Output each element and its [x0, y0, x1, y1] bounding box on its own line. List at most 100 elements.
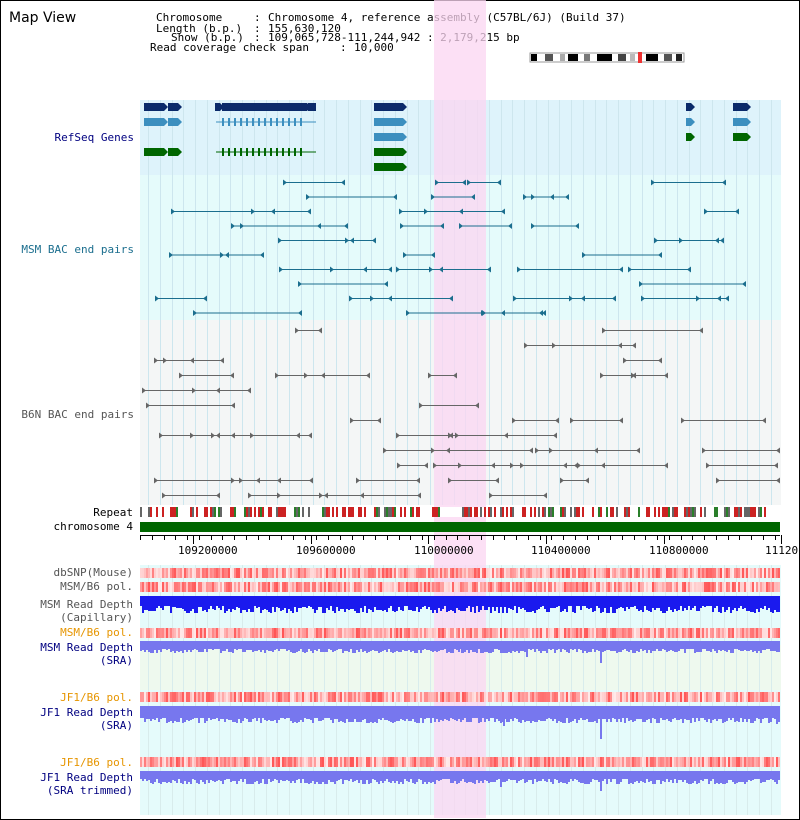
track-label-msm-bac[interactable]: MSM BAC end pairs	[21, 243, 134, 256]
repeat-segment	[510, 507, 512, 517]
msm-b6-pol-sra-cell	[576, 628, 578, 638]
msm-sra-depth-bar	[514, 641, 516, 652]
msm-sra-depth-bar	[504, 641, 506, 653]
repeat-segment	[760, 507, 762, 517]
msm-b6-pol-sra-cell	[228, 628, 230, 638]
jf1-trimmed-depth-bar	[772, 771, 774, 780]
msm-bac-pair-end	[654, 237, 658, 244]
jf1-b6-pol-trimmed-cell	[294, 757, 296, 767]
msm-capillary-depth-bar	[192, 596, 194, 609]
jf1-sra-depth-bar	[372, 706, 374, 723]
msm-b6-pol-sra-cell	[652, 628, 654, 638]
jf1-b6-pol-trimmed-cell	[756, 757, 758, 767]
msm-b6-pol-sra-cell	[582, 628, 584, 638]
msm-capillary-depth-bar	[470, 596, 472, 612]
dbsnp-density-cell	[492, 568, 494, 578]
msm-capillary-depth-bar	[682, 596, 684, 611]
repeat-segment	[198, 507, 200, 517]
track-label-jf1-depth-trimmed[interactable]: JF1 Read Depth	[40, 771, 133, 784]
jf1-b6-pol-cell	[762, 692, 764, 702]
jf1-sra-depth-bar	[238, 706, 240, 719]
msm-capillary-depth-bar	[638, 596, 640, 611]
jf1-trimmed-depth-bar	[696, 771, 698, 784]
msm-b6-pol-sra-cell	[144, 628, 146, 638]
msm-capillary-depth-bar	[590, 596, 592, 608]
repeat-segment	[304, 507, 306, 517]
repeat-segment	[438, 507, 440, 517]
jf1-trimmed-depth-bar	[676, 771, 678, 783]
dbsnp-density-cell	[408, 568, 410, 578]
jf1-b6-pol-cell	[370, 692, 372, 702]
track-label-jf1-pol[interactable]: JF1/B6 pol.	[60, 691, 133, 704]
jf1-sra-depth-bar	[616, 706, 618, 722]
msm-sra-depth-bar	[500, 641, 502, 653]
track-label-msm-depth-capillary[interactable]: MSM Read Depth	[40, 598, 133, 611]
msm-capillary-depth-bar	[502, 596, 504, 613]
msm-b6-pol-cell	[156, 582, 158, 592]
msm-sra-depth-bar	[236, 641, 238, 650]
jf1-trimmed-depth-bar	[200, 771, 202, 780]
msm-b6-pol-sra-cell	[672, 628, 674, 638]
jf1-sra-depth-bar	[322, 706, 324, 720]
jf1-sra-depth-bar	[656, 706, 658, 723]
msm-sra-depth-bar	[644, 641, 646, 650]
jf1-sra-depth-bar	[544, 706, 546, 721]
msm-capillary-depth-bar	[524, 596, 526, 610]
msm-capillary-depth-bar	[320, 596, 322, 607]
track-label-refseq[interactable]: RefSeq Genes	[54, 131, 134, 144]
track-label-repeat[interactable]: Repeat	[93, 506, 133, 519]
msm-b6-pol-cell	[688, 582, 690, 592]
track-label-b6n-bac[interactable]: B6N BAC end pairs	[21, 408, 134, 421]
msm-sra-depth-bar	[198, 641, 200, 652]
track-label-chromosome[interactable]: chromosome 4	[53, 520, 133, 533]
track-label-msm-b6-pol-sra[interactable]: MSM/B6 pol.	[60, 626, 133, 639]
msm-b6-pol-sra-cell	[234, 628, 236, 638]
msm-sra-depth-bar	[686, 641, 688, 649]
jf1-b6-pol-cell	[420, 692, 422, 702]
msm-b6-pol-sra-cell	[520, 628, 522, 638]
jf1-sra-depth-bar	[540, 706, 542, 721]
msm-b6-pol-sra-cell	[242, 628, 244, 638]
repeat-segment	[168, 507, 170, 517]
dbsnp-density-cell	[164, 568, 166, 578]
jf1-b6-pol-trimmed-cell	[590, 757, 592, 767]
repeat-segment	[442, 507, 444, 517]
msm-b6-pol-sra-cell	[586, 628, 588, 638]
jf1-sra-depth-bar	[364, 706, 366, 719]
msm-b6-pol-sra-cell	[256, 628, 258, 638]
b6n-bac-pair-end	[248, 492, 252, 499]
jf1-trimmed-depth-bar	[368, 771, 370, 784]
msm-b6-pol-cell	[452, 582, 454, 592]
jf1-trimmed-depth-bar	[604, 771, 606, 779]
repeat-segment	[436, 507, 438, 517]
jf1-b6-pol-cell	[180, 692, 182, 702]
msm-b6-pol-cell	[182, 582, 184, 592]
jf1-sra-depth-bar	[350, 706, 352, 722]
repeat-segment	[412, 507, 414, 517]
msm-b6-pol-cell	[424, 582, 426, 592]
jf1-b6-pol-cell	[586, 692, 588, 702]
jf1-b6-pol-trimmed-cell	[412, 757, 414, 767]
msm-b6-pol-cell	[522, 582, 524, 592]
jf1-b6-pol-cell	[472, 692, 474, 702]
jf1-b6-pol-cell	[422, 692, 424, 702]
jf1-trimmed-depth-bar	[700, 771, 702, 780]
dbsnp-density-cell	[376, 568, 378, 578]
msm-b6-pol-sra-cell	[632, 628, 634, 638]
jf1-b6-pol-trimmed-cell	[382, 757, 384, 767]
track-label-dbsnp[interactable]: dbSNP(Mouse)	[53, 566, 133, 579]
jf1-b6-pol-trimmed-cell	[392, 757, 394, 767]
jf1-b6-pol-cell	[328, 692, 330, 702]
jf1-b6-pol-trimmed-cell	[578, 757, 580, 767]
track-label-jf1-depth-sra[interactable]: JF1 Read Depth	[40, 706, 133, 719]
msm-b6-pol-sra-cell	[696, 628, 698, 638]
track-label-msm-depth-sra[interactable]: MSM Read Depth	[40, 641, 133, 654]
msm-b6-pol-sra-cell	[746, 628, 748, 638]
jf1-sra-depth-bar	[294, 706, 296, 722]
dbsnp-density-cell	[654, 568, 656, 578]
track-label-msm-b6-pol[interactable]: MSM/B6 pol.	[60, 580, 133, 593]
track-label-jf1-pol-trimmed[interactable]: JF1/B6 pol.	[60, 756, 133, 769]
msm-b6-pol-sra-cell	[334, 628, 336, 638]
repeat-segment	[778, 507, 780, 517]
coverage-value: 10,000	[354, 41, 394, 54]
